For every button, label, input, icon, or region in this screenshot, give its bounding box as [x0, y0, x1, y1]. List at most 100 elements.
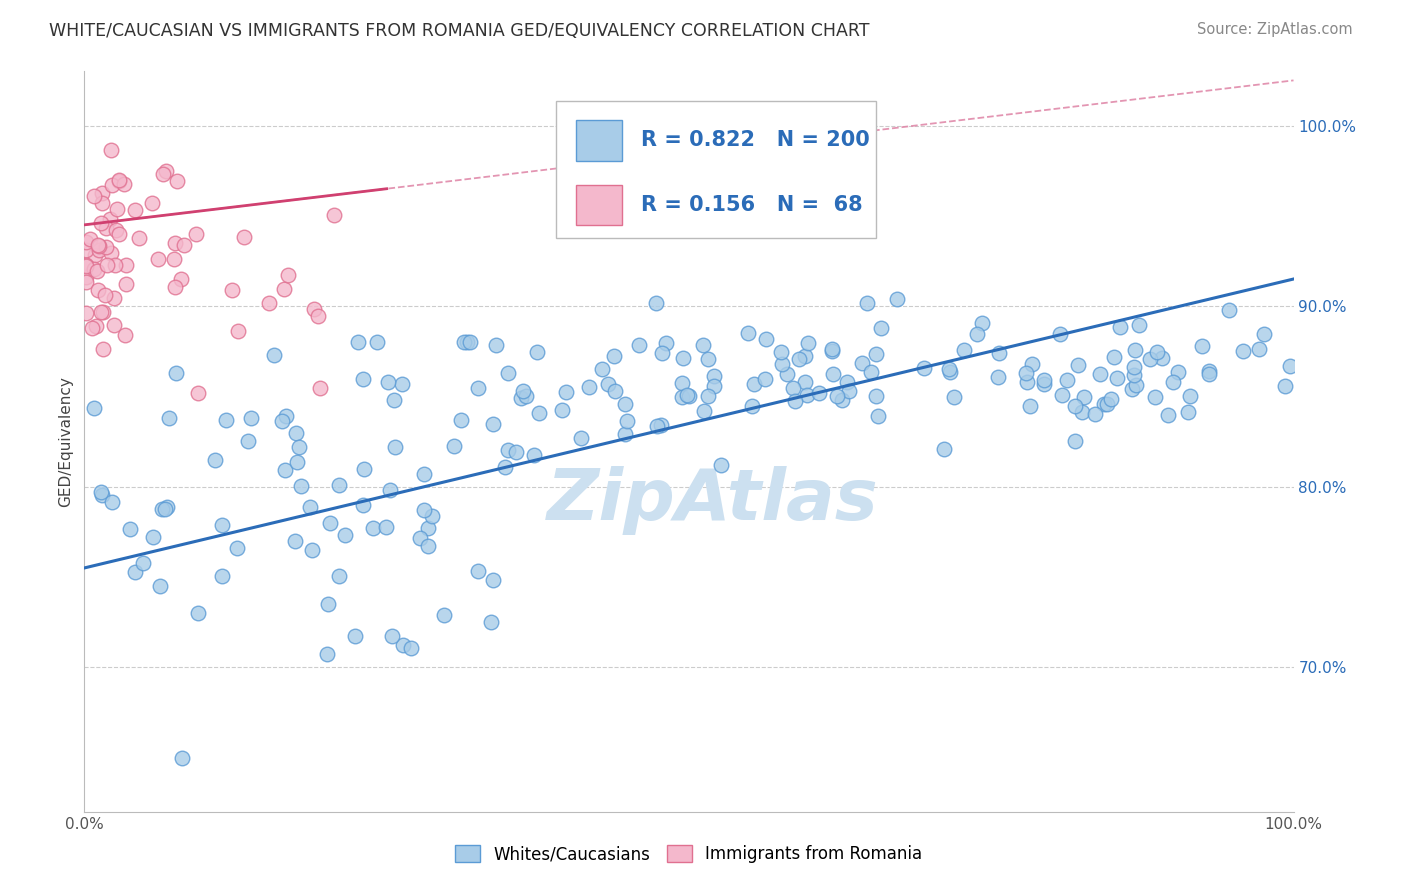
Point — [274, 463, 297, 477]
Point — [453, 335, 475, 350]
Point — [384, 440, 406, 454]
Point — [290, 478, 312, 492]
Point — [870, 320, 893, 334]
Point — [645, 296, 668, 310]
Point — [808, 386, 831, 401]
Point — [1017, 375, 1039, 389]
Point — [1146, 344, 1168, 359]
Point — [163, 280, 186, 294]
Point — [87, 238, 110, 252]
Point — [309, 381, 332, 395]
Point — [156, 500, 179, 514]
Point — [676, 388, 699, 402]
Point — [301, 543, 323, 558]
Point — [96, 258, 118, 272]
Point — [710, 458, 733, 472]
Point — [769, 345, 792, 359]
Point — [91, 196, 114, 211]
Point — [987, 346, 1010, 360]
Point — [1198, 364, 1220, 378]
Point — [932, 442, 955, 456]
Point — [1128, 318, 1150, 333]
Point — [987, 369, 1010, 384]
Point — [377, 375, 399, 389]
Point — [75, 270, 97, 285]
Point — [938, 362, 960, 376]
Point — [94, 221, 117, 235]
Point — [1274, 379, 1296, 393]
Point — [155, 164, 177, 178]
Point — [886, 292, 908, 306]
Point — [1121, 383, 1143, 397]
Point — [105, 202, 128, 217]
Point — [859, 365, 882, 379]
Point — [98, 211, 121, 226]
Point — [187, 606, 209, 620]
Point — [94, 239, 117, 253]
Point — [456, 335, 478, 350]
Point — [100, 143, 122, 157]
Point — [1157, 409, 1180, 423]
Point — [226, 324, 249, 338]
Point — [170, 272, 193, 286]
Point — [221, 283, 243, 297]
FancyBboxPatch shape — [576, 120, 623, 161]
Point — [141, 196, 163, 211]
Point — [318, 516, 340, 530]
Point — [353, 461, 375, 475]
Point — [284, 534, 307, 549]
Point — [288, 440, 311, 454]
Point — [837, 375, 859, 389]
Point — [596, 377, 619, 392]
Y-axis label: GED/Equivalency: GED/Equivalency — [58, 376, 73, 507]
Point — [173, 237, 195, 252]
Point — [399, 640, 422, 655]
Point — [352, 499, 374, 513]
Point — [614, 426, 637, 441]
Point — [1123, 368, 1146, 383]
Point — [1095, 397, 1118, 411]
Point — [481, 615, 503, 629]
Point — [146, 252, 169, 266]
Text: Source: ZipAtlas.com: Source: ZipAtlas.com — [1197, 22, 1353, 37]
Point — [184, 227, 207, 241]
Point — [302, 302, 325, 317]
Point — [1021, 357, 1043, 371]
Point — [591, 361, 613, 376]
Point — [352, 371, 374, 385]
Point — [83, 261, 105, 276]
Point — [654, 336, 676, 351]
Point — [613, 397, 636, 411]
Point — [226, 541, 249, 556]
Point — [796, 335, 818, 350]
Point — [83, 401, 105, 416]
Point — [1105, 371, 1128, 385]
Point — [157, 411, 180, 425]
Text: R = 0.156   N =  68: R = 0.156 N = 68 — [641, 195, 862, 215]
Point — [1178, 389, 1201, 403]
Point — [505, 445, 527, 459]
Point — [794, 375, 817, 389]
Point — [494, 459, 516, 474]
Point — [112, 178, 135, 192]
Point — [382, 392, 405, 407]
Point — [83, 248, 105, 262]
Point — [104, 223, 127, 237]
Point — [128, 231, 150, 245]
Point — [108, 227, 131, 242]
Point — [163, 235, 186, 250]
Point — [211, 569, 233, 583]
Point — [855, 295, 877, 310]
Point — [1191, 339, 1213, 353]
Point — [75, 275, 97, 289]
Point — [75, 259, 97, 273]
Point — [450, 413, 472, 427]
Point — [1032, 376, 1054, 391]
Point — [443, 439, 465, 453]
Point — [827, 389, 849, 403]
Point — [1033, 373, 1056, 387]
Point — [211, 517, 233, 532]
Point — [1247, 342, 1270, 356]
Point — [236, 434, 259, 448]
Point — [1278, 359, 1301, 373]
